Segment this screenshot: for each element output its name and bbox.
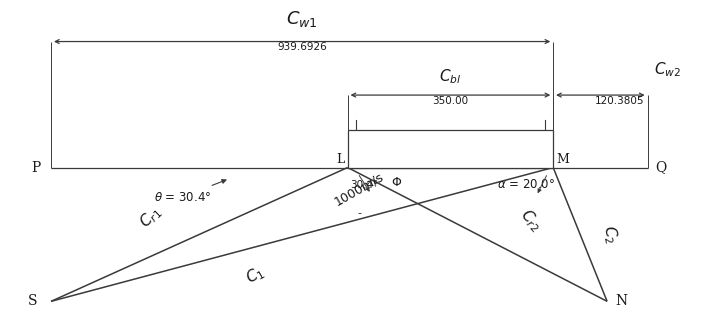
- Text: $\theta$ = 30.4°: $\theta$ = 30.4°: [154, 191, 211, 204]
- Text: $C_{w1}$: $C_{w1}$: [286, 9, 318, 29]
- Text: $C_2$: $C_2$: [599, 224, 621, 245]
- Text: $C_{r1}$: $C_{r1}$: [135, 202, 165, 231]
- Text: $\Phi$: $\Phi$: [390, 176, 402, 189]
- Text: $C_{r2}$: $C_{r2}$: [516, 205, 545, 235]
- Text: -: -: [357, 208, 361, 218]
- Text: $\alpha$ = 20.0°: $\alpha$ = 20.0°: [497, 178, 555, 191]
- Text: N: N: [615, 294, 628, 308]
- Text: $C_{bl}$: $C_{bl}$: [439, 67, 462, 86]
- Text: 939.6926: 939.6926: [277, 43, 327, 53]
- Text: P: P: [32, 160, 41, 175]
- Text: L: L: [336, 153, 344, 166]
- Text: M: M: [557, 153, 569, 166]
- Text: $C_1$: $C_1$: [243, 262, 268, 288]
- Text: 1000m/s: 1000m/s: [332, 170, 386, 208]
- Text: 120.3805: 120.3805: [595, 96, 644, 106]
- Bar: [347, 130, 553, 168]
- Text: Q: Q: [656, 160, 667, 175]
- Text: 350.00: 350.00: [432, 96, 468, 106]
- Text: S: S: [28, 294, 38, 308]
- Text: 30.4°: 30.4°: [350, 180, 378, 190]
- Text: $C_{w2}$: $C_{w2}$: [654, 61, 682, 79]
